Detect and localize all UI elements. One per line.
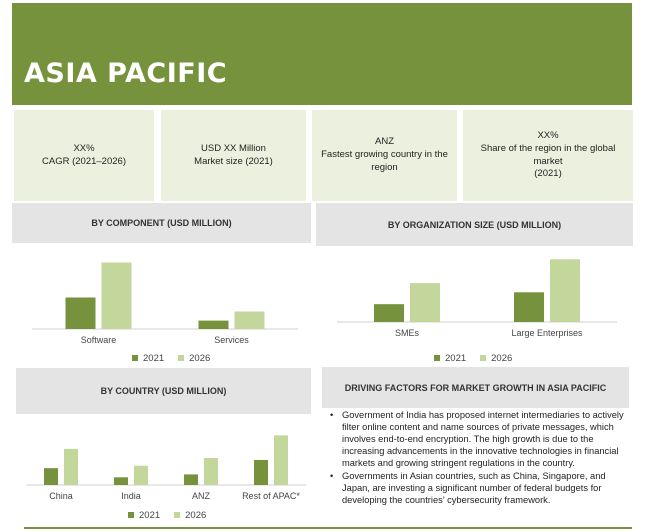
kpi-label: Market size (2021) (194, 155, 273, 167)
legend-swatch-2021 (434, 355, 440, 362)
x-tick-label: Rest of APAC* (242, 491, 300, 501)
bar-2026-rest-of-apac- (274, 435, 288, 485)
bar-2021-large-enterprises (514, 292, 544, 322)
country-chart: China India ANZ Rest of APAC* (26, 435, 306, 501)
component-chart-title: BY COMPONENT (USD MILLION) (12, 203, 311, 243)
legend-swatch-2021 (132, 355, 138, 362)
kpi-cagr: XX% CAGR (2021–2026) (14, 110, 154, 201)
bar-2026-software (101, 262, 132, 329)
organization-legend: 2021 2026 (434, 353, 512, 364)
x-tick-label: Services (214, 335, 249, 345)
page-title: ASIA PACIFIC (24, 58, 228, 89)
kpi-value: XX% (73, 142, 95, 154)
component-legend: 2021 2026 (132, 353, 210, 364)
kpi-value: USD XX Million (201, 142, 266, 154)
title-banner: ASIA PACIFIC (12, 3, 632, 105)
bar-2026-india (134, 465, 148, 485)
drivers-heading: DRIVING FACTORS FOR MARKET GROWTH IN ASI… (322, 367, 629, 408)
kpi-global-share: XX% Share of the region in the global ma… (463, 110, 633, 201)
component-chart: Software Services (32, 262, 298, 345)
country-chart-title: BY COUNTRY (USD MILLION) (16, 368, 311, 414)
bar-2021-services (198, 320, 229, 329)
kpi-fastest-country: ANZ Fastest growing country in the regio… (312, 110, 457, 201)
bottom-divider (24, 527, 632, 529)
legend-label-2026: 2026 (185, 510, 207, 521)
bar-2026-services (234, 311, 265, 329)
bar-2026-smes (410, 283, 440, 322)
bar-2026-large-enterprises (550, 259, 580, 322)
legend-label-2026: 2026 (491, 353, 513, 364)
legend-swatch-2026 (178, 355, 185, 362)
legend-label-2021: 2021 (139, 510, 161, 521)
x-tick-label: China (49, 491, 73, 501)
x-tick-label: Software (81, 335, 117, 345)
legend-swatch-2021 (128, 512, 134, 519)
bar-2026-china (64, 448, 78, 485)
bar-2021-rest-of-apac- (254, 459, 268, 485)
kpi-value: ANZ (375, 136, 394, 148)
driver-item: Governments in Asian countries, such as … (328, 471, 626, 507)
kpi-value: XX% (537, 129, 559, 141)
kpi-label: Share of the region in the global market (480, 142, 616, 167)
x-tick-label: ANZ (192, 491, 211, 501)
bar-2021-china (44, 468, 58, 485)
bar-2021-smes (374, 304, 404, 322)
legend-label-2026: 2026 (189, 353, 211, 364)
organization-chart-title: BY ORGANIZATION SIZE (USD MILLION) (316, 203, 633, 246)
kpi-label: Fastest growing country in the region (321, 149, 448, 173)
bar-2026-anz (204, 458, 218, 485)
bar-2021-india (114, 477, 128, 485)
kpi-label-year: (2021) (534, 168, 562, 180)
legend-label-2021: 2021 (445, 353, 467, 364)
bar-2021-anz (184, 474, 198, 485)
x-tick-label: SMEs (395, 328, 420, 338)
drivers-list: Government of India has proposed interne… (328, 410, 626, 509)
kpi-market-size: USD XX Million Market size (2021) (161, 110, 306, 201)
organization-chart: SMEs Large Enterprises (337, 259, 617, 338)
legend-swatch-2026 (480, 355, 487, 362)
bar-2021-software (65, 297, 96, 329)
country-legend: 2021 2026 (128, 510, 206, 521)
legend-swatch-2026 (174, 512, 181, 519)
legend-label-2021: 2021 (143, 353, 165, 364)
x-tick-label: India (121, 491, 141, 501)
kpi-label: CAGR (2021–2026) (42, 155, 126, 167)
driver-item: Government of India has proposed interne… (328, 410, 626, 469)
x-tick-label: Large Enterprises (511, 328, 583, 338)
